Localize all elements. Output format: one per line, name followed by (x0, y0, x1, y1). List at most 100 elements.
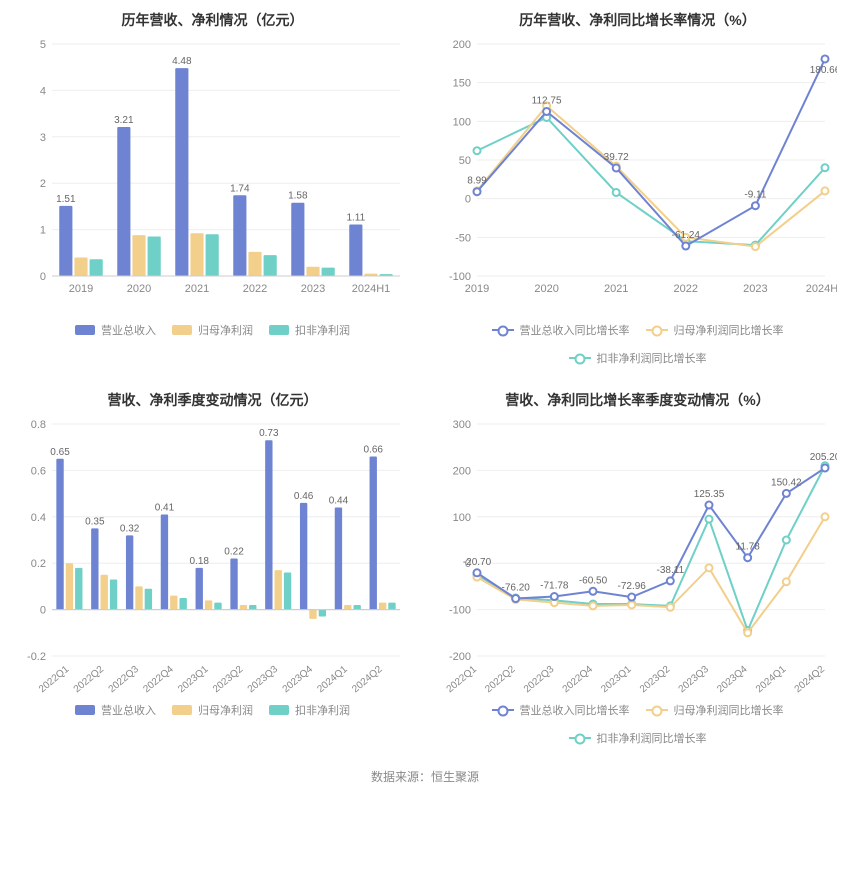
legend-label: 营业总收入同比增长率 (520, 702, 630, 718)
svg-text:0.46: 0.46 (294, 491, 314, 502)
svg-text:2024Q1: 2024Q1 (315, 664, 350, 696)
svg-text:0.2: 0.2 (31, 558, 46, 570)
chart-c: -0.200.20.40.60.82022Q10.652022Q20.35202… (12, 416, 413, 696)
legend-swatch-line (646, 329, 668, 331)
svg-text:1.11: 1.11 (346, 212, 365, 223)
legend-item: 营业总收入同比增长率 (492, 702, 630, 718)
legend-item: 扣非净利润 (269, 702, 350, 718)
svg-text:0.65: 0.65 (50, 447, 70, 458)
svg-text:300: 300 (453, 419, 471, 431)
svg-text:50: 50 (459, 155, 471, 167)
legend-item: 扣非净利润同比增长率 (569, 350, 707, 366)
legend-bars-c: 营业总收入归母净利润 扣非净利润 (12, 696, 413, 728)
svg-text:2022: 2022 (243, 283, 267, 295)
svg-text:0: 0 (40, 271, 46, 283)
panel-d: 营收、净利同比增长率季度变动情况（%） -200-100010020030020… (425, 380, 850, 760)
svg-text:2022Q1: 2022Q1 (37, 664, 72, 696)
svg-text:2024Q2: 2024Q2 (793, 664, 828, 696)
legend-swatch-bar (269, 705, 289, 715)
panel-b: 历年营收、净利同比增长率情况（%） -100-50050100150200201… (425, 0, 850, 380)
legend-item: 归母净利润 (172, 322, 253, 338)
svg-text:2022Q2: 2022Q2 (483, 664, 518, 696)
svg-text:-50: -50 (455, 232, 471, 244)
svg-text:0.18: 0.18 (189, 556, 209, 567)
svg-text:-61.24: -61.24 (672, 230, 701, 241)
svg-text:0.32: 0.32 (120, 523, 140, 534)
svg-text:5: 5 (40, 39, 46, 51)
legend-swatch-bar (75, 325, 95, 335)
svg-text:1.51: 1.51 (56, 194, 76, 205)
legend-item: 归母净利润 (172, 702, 253, 718)
svg-text:2020: 2020 (127, 283, 151, 295)
legend-item: 扣非净利润同比增长率 (569, 730, 707, 746)
svg-text:-100: -100 (449, 271, 471, 283)
svg-text:11.78: 11.78 (736, 542, 761, 553)
svg-text:-100: -100 (449, 605, 471, 617)
svg-text:0: 0 (40, 605, 46, 617)
legend-label: 扣非净利润 (295, 322, 350, 338)
svg-text:2022Q3: 2022Q3 (107, 664, 142, 696)
svg-text:2022Q4: 2022Q4 (561, 664, 596, 696)
chart-title: 历年营收、净利同比增长率情况（%） (437, 10, 838, 30)
svg-text:4.48: 4.48 (172, 56, 192, 67)
svg-text:2023Q2: 2023Q2 (211, 664, 246, 696)
svg-text:3: 3 (40, 132, 46, 144)
svg-text:1: 1 (40, 225, 46, 237)
legend-item: 营业总收入同比增长率 (492, 322, 630, 338)
svg-text:0.44: 0.44 (329, 496, 349, 507)
svg-text:2023Q4: 2023Q4 (281, 664, 316, 696)
legend-label: 扣非净利润 (295, 702, 350, 718)
legend-swatch-line (492, 709, 514, 711)
legend-swatch-line (492, 329, 514, 331)
svg-text:125.35: 125.35 (694, 489, 725, 500)
legend-bars-a: 营业总收入归母净利润 扣非净利润 (12, 316, 413, 348)
svg-text:0.41: 0.41 (155, 502, 175, 513)
svg-text:-38.11: -38.11 (657, 565, 685, 576)
legend-item: 营业总收入 (75, 702, 156, 718)
svg-text:0.35: 0.35 (85, 516, 105, 527)
legend-item: 归母净利润同比增长率 (646, 702, 784, 718)
svg-text:180.66: 180.66 (810, 65, 837, 76)
chart-title: 历年营收、净利情况（亿元） (12, 10, 413, 30)
legend-swatch-bar (269, 325, 289, 335)
svg-text:3.21: 3.21 (114, 115, 134, 126)
legend-swatch-line (569, 357, 591, 359)
svg-text:2019: 2019 (465, 283, 489, 295)
svg-text:150: 150 (453, 78, 471, 90)
svg-text:2019: 2019 (69, 283, 93, 295)
svg-text:2023Q3: 2023Q3 (246, 664, 281, 696)
svg-text:100: 100 (453, 116, 471, 128)
svg-text:-0.2: -0.2 (27, 651, 46, 663)
svg-text:0.66: 0.66 (363, 444, 383, 455)
svg-text:8.99: 8.99 (467, 176, 487, 187)
chart-grid: 历年营收、净利情况（亿元） 01234520191.5120203.212021… (0, 0, 850, 760)
svg-text:2023Q1: 2023Q1 (599, 664, 634, 696)
legend-item: 扣非净利润 (269, 322, 350, 338)
svg-text:-9.11: -9.11 (744, 190, 766, 201)
legend-lines-b: 营业总收入同比增长率归母净利润同比增长率扣非净利润同比增长率 (437, 316, 838, 376)
svg-text:150.42: 150.42 (771, 477, 802, 488)
legend-lines-d: 营业总收入同比增长率归母净利润同比增长率扣非净利润同比增长率 (437, 696, 838, 756)
svg-text:2023Q1: 2023Q1 (176, 664, 211, 696)
svg-text:-20.70: -20.70 (463, 557, 492, 568)
svg-text:0.8: 0.8 (31, 419, 46, 431)
legend-item: 归母净利润同比增长率 (646, 322, 784, 338)
svg-text:2023: 2023 (301, 283, 325, 295)
svg-text:2022: 2022 (674, 283, 698, 295)
legend-label: 营业总收入 (101, 702, 156, 718)
svg-text:-200: -200 (449, 651, 471, 663)
legend-label: 营业总收入 (101, 322, 156, 338)
svg-text:-71.78: -71.78 (540, 581, 569, 592)
panel-c: 营收、净利季度变动情况（亿元） -0.200.20.40.60.82022Q10… (0, 380, 425, 760)
svg-text:0: 0 (465, 194, 471, 206)
svg-text:2022Q4: 2022Q4 (141, 664, 176, 696)
legend-swatch-bar (172, 705, 192, 715)
legend-swatch-line (646, 709, 668, 711)
svg-text:39.72: 39.72 (604, 152, 629, 163)
svg-text:2: 2 (40, 178, 46, 190)
svg-text:112.75: 112.75 (532, 95, 562, 106)
svg-text:-76.20: -76.20 (501, 583, 530, 594)
data-source: 数据来源：恒生聚源 (0, 760, 850, 801)
svg-text:2023: 2023 (743, 283, 767, 295)
svg-text:0.4: 0.4 (31, 512, 46, 524)
